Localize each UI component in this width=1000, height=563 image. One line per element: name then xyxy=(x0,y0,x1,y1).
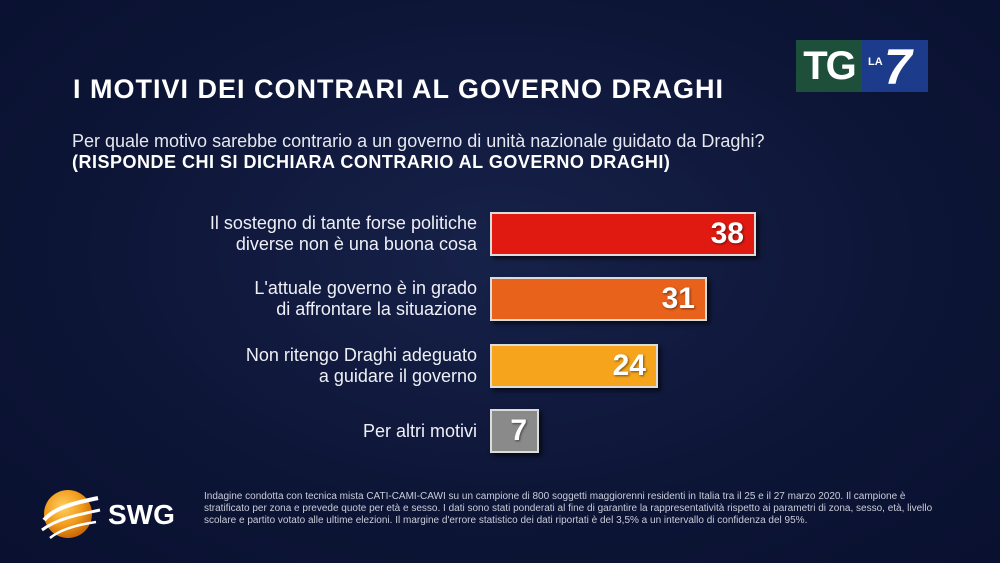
swg-logo-icon xyxy=(41,490,101,539)
survey-subquestion: (RISPONDE CHI SI DICHIARA CONTRARIO AL G… xyxy=(72,152,671,172)
category-label-line: a guidare il governo xyxy=(318,366,477,386)
bar-1: 38 xyxy=(490,212,756,256)
category-label-line: Per altri motivi xyxy=(362,420,477,441)
swg-logo-text: SWG xyxy=(108,499,175,530)
chart-title: I MOTIVI DEI CONTRARI AL GOVERNO DRAGHI xyxy=(73,74,725,104)
la7-logo-seven: 7 xyxy=(884,39,912,95)
category-label: L'attuale governo è in grado di affrontar… xyxy=(254,278,477,320)
bar-4: 7 xyxy=(490,409,539,453)
category-label-line: Non ritengo Draghi adeguato xyxy=(245,345,477,365)
methodology-note: Indagine condotta con tecnica mista CATI… xyxy=(204,491,933,526)
bar-value-label: 31 xyxy=(661,282,695,315)
category-label-line: di affrontare la situazione xyxy=(276,299,477,319)
category-label: Per altri motivi xyxy=(363,421,477,442)
bar-value-label: 38 xyxy=(710,217,744,250)
category-label: Non ritengo Draghi adeguato a guidare il … xyxy=(246,345,477,387)
survey-question: Per quale motivo sarebbe contrario a un … xyxy=(72,131,765,151)
bar-value-label: 7 xyxy=(510,414,527,447)
tg-logo-text: TG xyxy=(796,40,862,92)
bar-value-label: 24 xyxy=(612,349,646,382)
category-label-line: Il sostegno di tante forse politiche xyxy=(209,213,477,233)
category-label: Il sostegno di tante forse politiche dive… xyxy=(210,213,477,255)
bar-2: 31 xyxy=(490,277,707,321)
la7-logo: LA 7 xyxy=(862,39,928,95)
la7-logo-la: LA xyxy=(868,56,883,68)
bar-3: 24 xyxy=(490,344,658,388)
tg-la7-logo: TG LA 7 xyxy=(796,39,928,95)
category-label-line: diverse non è una buona cosa xyxy=(235,234,477,254)
category-label-line: L'attuale governo è in grado xyxy=(254,278,477,298)
